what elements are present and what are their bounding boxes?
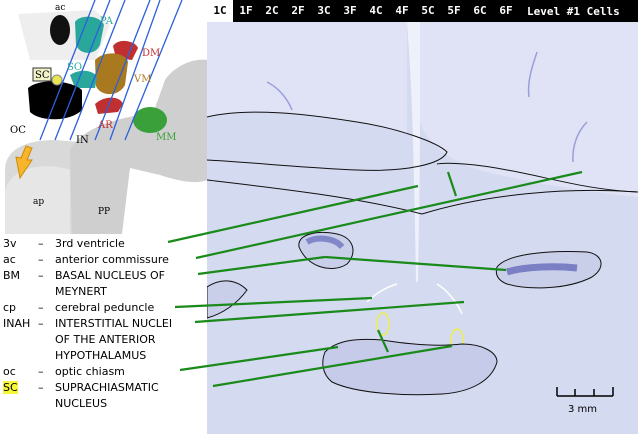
tab-4f[interactable]: 4F: [395, 4, 409, 17]
label-in: IN: [76, 135, 89, 146]
label-ac: ac: [55, 3, 65, 13]
tab-2f[interactable]: 2F: [291, 4, 305, 17]
tab-6c[interactable]: 6C: [473, 4, 487, 17]
tab-1c[interactable]: 1C: [207, 0, 233, 22]
legend-item-sc: SC – SUPRACHIASMATIC: [3, 381, 159, 394]
label-ap: ap: [33, 197, 44, 207]
tab-6f[interactable]: 6F: [499, 4, 513, 17]
legend-item-3v: 3v – 3rd ventricle: [3, 237, 125, 250]
label-pp: PP: [98, 207, 110, 217]
legend-item-inah-cont1: OF THE ANTERIOR: [55, 333, 156, 346]
label-so: SO: [67, 62, 82, 73]
legend-item-inah: INAH – INTERSTITIAL NUCLEI: [3, 317, 173, 330]
label-sc: SC: [35, 70, 50, 81]
tissue-section-image: [206, 22, 638, 434]
label-vm: VM: [133, 74, 151, 85]
label-oc: OC: [10, 125, 26, 136]
label-pa: PA: [100, 16, 114, 27]
tab-4c[interactable]: 4C: [369, 4, 383, 17]
label-ar: AR: [97, 120, 113, 131]
scale-bar: [556, 387, 614, 397]
legend-item-cp: cp – cerebral peduncle: [3, 301, 155, 314]
tab-5c[interactable]: 5C: [421, 4, 435, 17]
tab-1f[interactable]: 1F: [239, 4, 253, 17]
legend-item-ac: ac – anterior commissure: [3, 253, 169, 266]
scale-label: 3 mm: [568, 404, 598, 415]
tab-5f[interactable]: 5F: [447, 4, 461, 17]
legend-item-sc-cont: NUCLEUS: [55, 397, 108, 410]
tab-3f[interactable]: 3F: [343, 4, 357, 17]
level-title: Level #1 Cells: [527, 4, 620, 18]
tab-3c[interactable]: 3C: [317, 4, 331, 17]
hypothalamus-diagram: ac PA DM SC SO VM OC IN AR MM ap PP: [0, 0, 207, 234]
legend-item-bm: BM – BASAL NUCLEUS OF: [3, 269, 165, 282]
legend-item-inah-cont2: HYPOTHALAMUS: [55, 349, 147, 362]
label-mm: MM: [156, 132, 176, 143]
legend: 3v – 3rd ventricle ac – anterior commiss…: [0, 234, 207, 434]
legend-item-bm-cont: MEYNERT: [55, 285, 107, 298]
label-dm: DM: [142, 48, 160, 59]
legend-item-oc: oc – optic chiasm: [3, 365, 125, 378]
level-nav: 1C 1F 2C 2F 3C 3F 4C 4F 5C 5F 6C 6F Leve…: [207, 0, 638, 22]
tab-2c[interactable]: 2C: [265, 4, 279, 17]
